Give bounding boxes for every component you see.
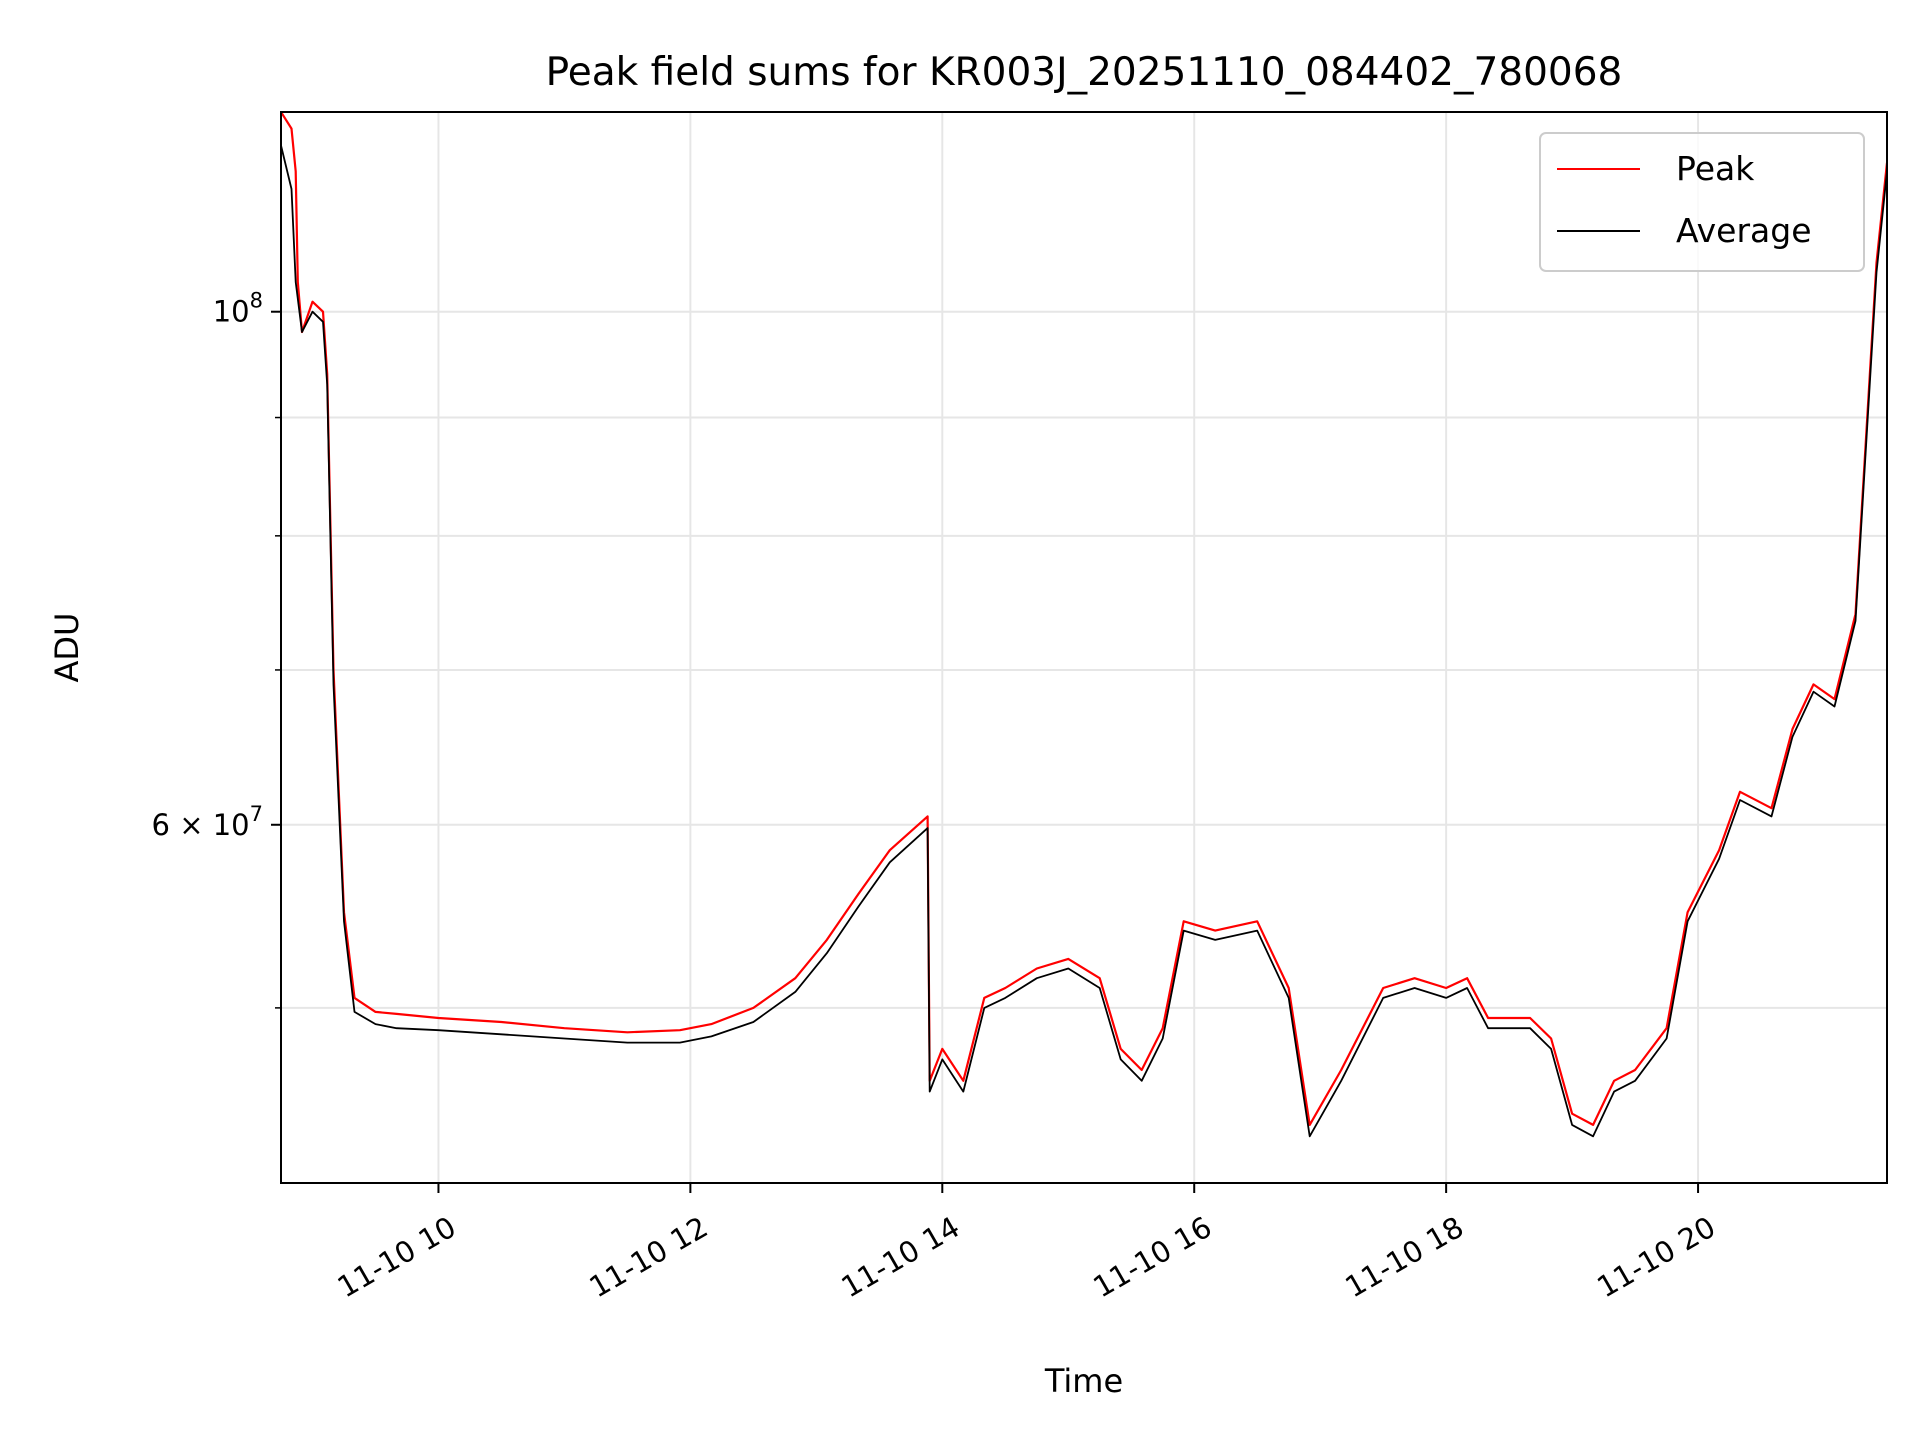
legend: Peak Average <box>1539 132 1865 272</box>
series-line-average <box>281 145 1887 1138</box>
legend-label: Average <box>1676 211 1812 250</box>
legend-label: Peak <box>1676 149 1755 188</box>
plot-frame <box>280 111 1888 1184</box>
y-tick-label-base: 10 <box>213 295 250 329</box>
plot-area <box>281 112 1887 1138</box>
y-tick-label-exponent: 7 <box>250 802 263 826</box>
y-tick-label-base: 6 × 10 <box>152 808 250 842</box>
y-axis: 108 6 × 107 <box>152 289 281 1009</box>
series-line-peak <box>281 112 1887 1126</box>
chart-title: Peak field sums for KR003J_20251110_0844… <box>546 50 1623 95</box>
legend-box <box>1539 132 1865 272</box>
y-axis-label: ADU <box>48 613 86 683</box>
y-tick-label-exponent: 8 <box>250 289 263 313</box>
y-tick-label: 6 × 107 <box>152 802 263 842</box>
grid-lines <box>281 112 1887 1183</box>
y-tick-label: 108 <box>213 289 263 329</box>
x-axis-label: Time <box>1044 1362 1123 1400</box>
